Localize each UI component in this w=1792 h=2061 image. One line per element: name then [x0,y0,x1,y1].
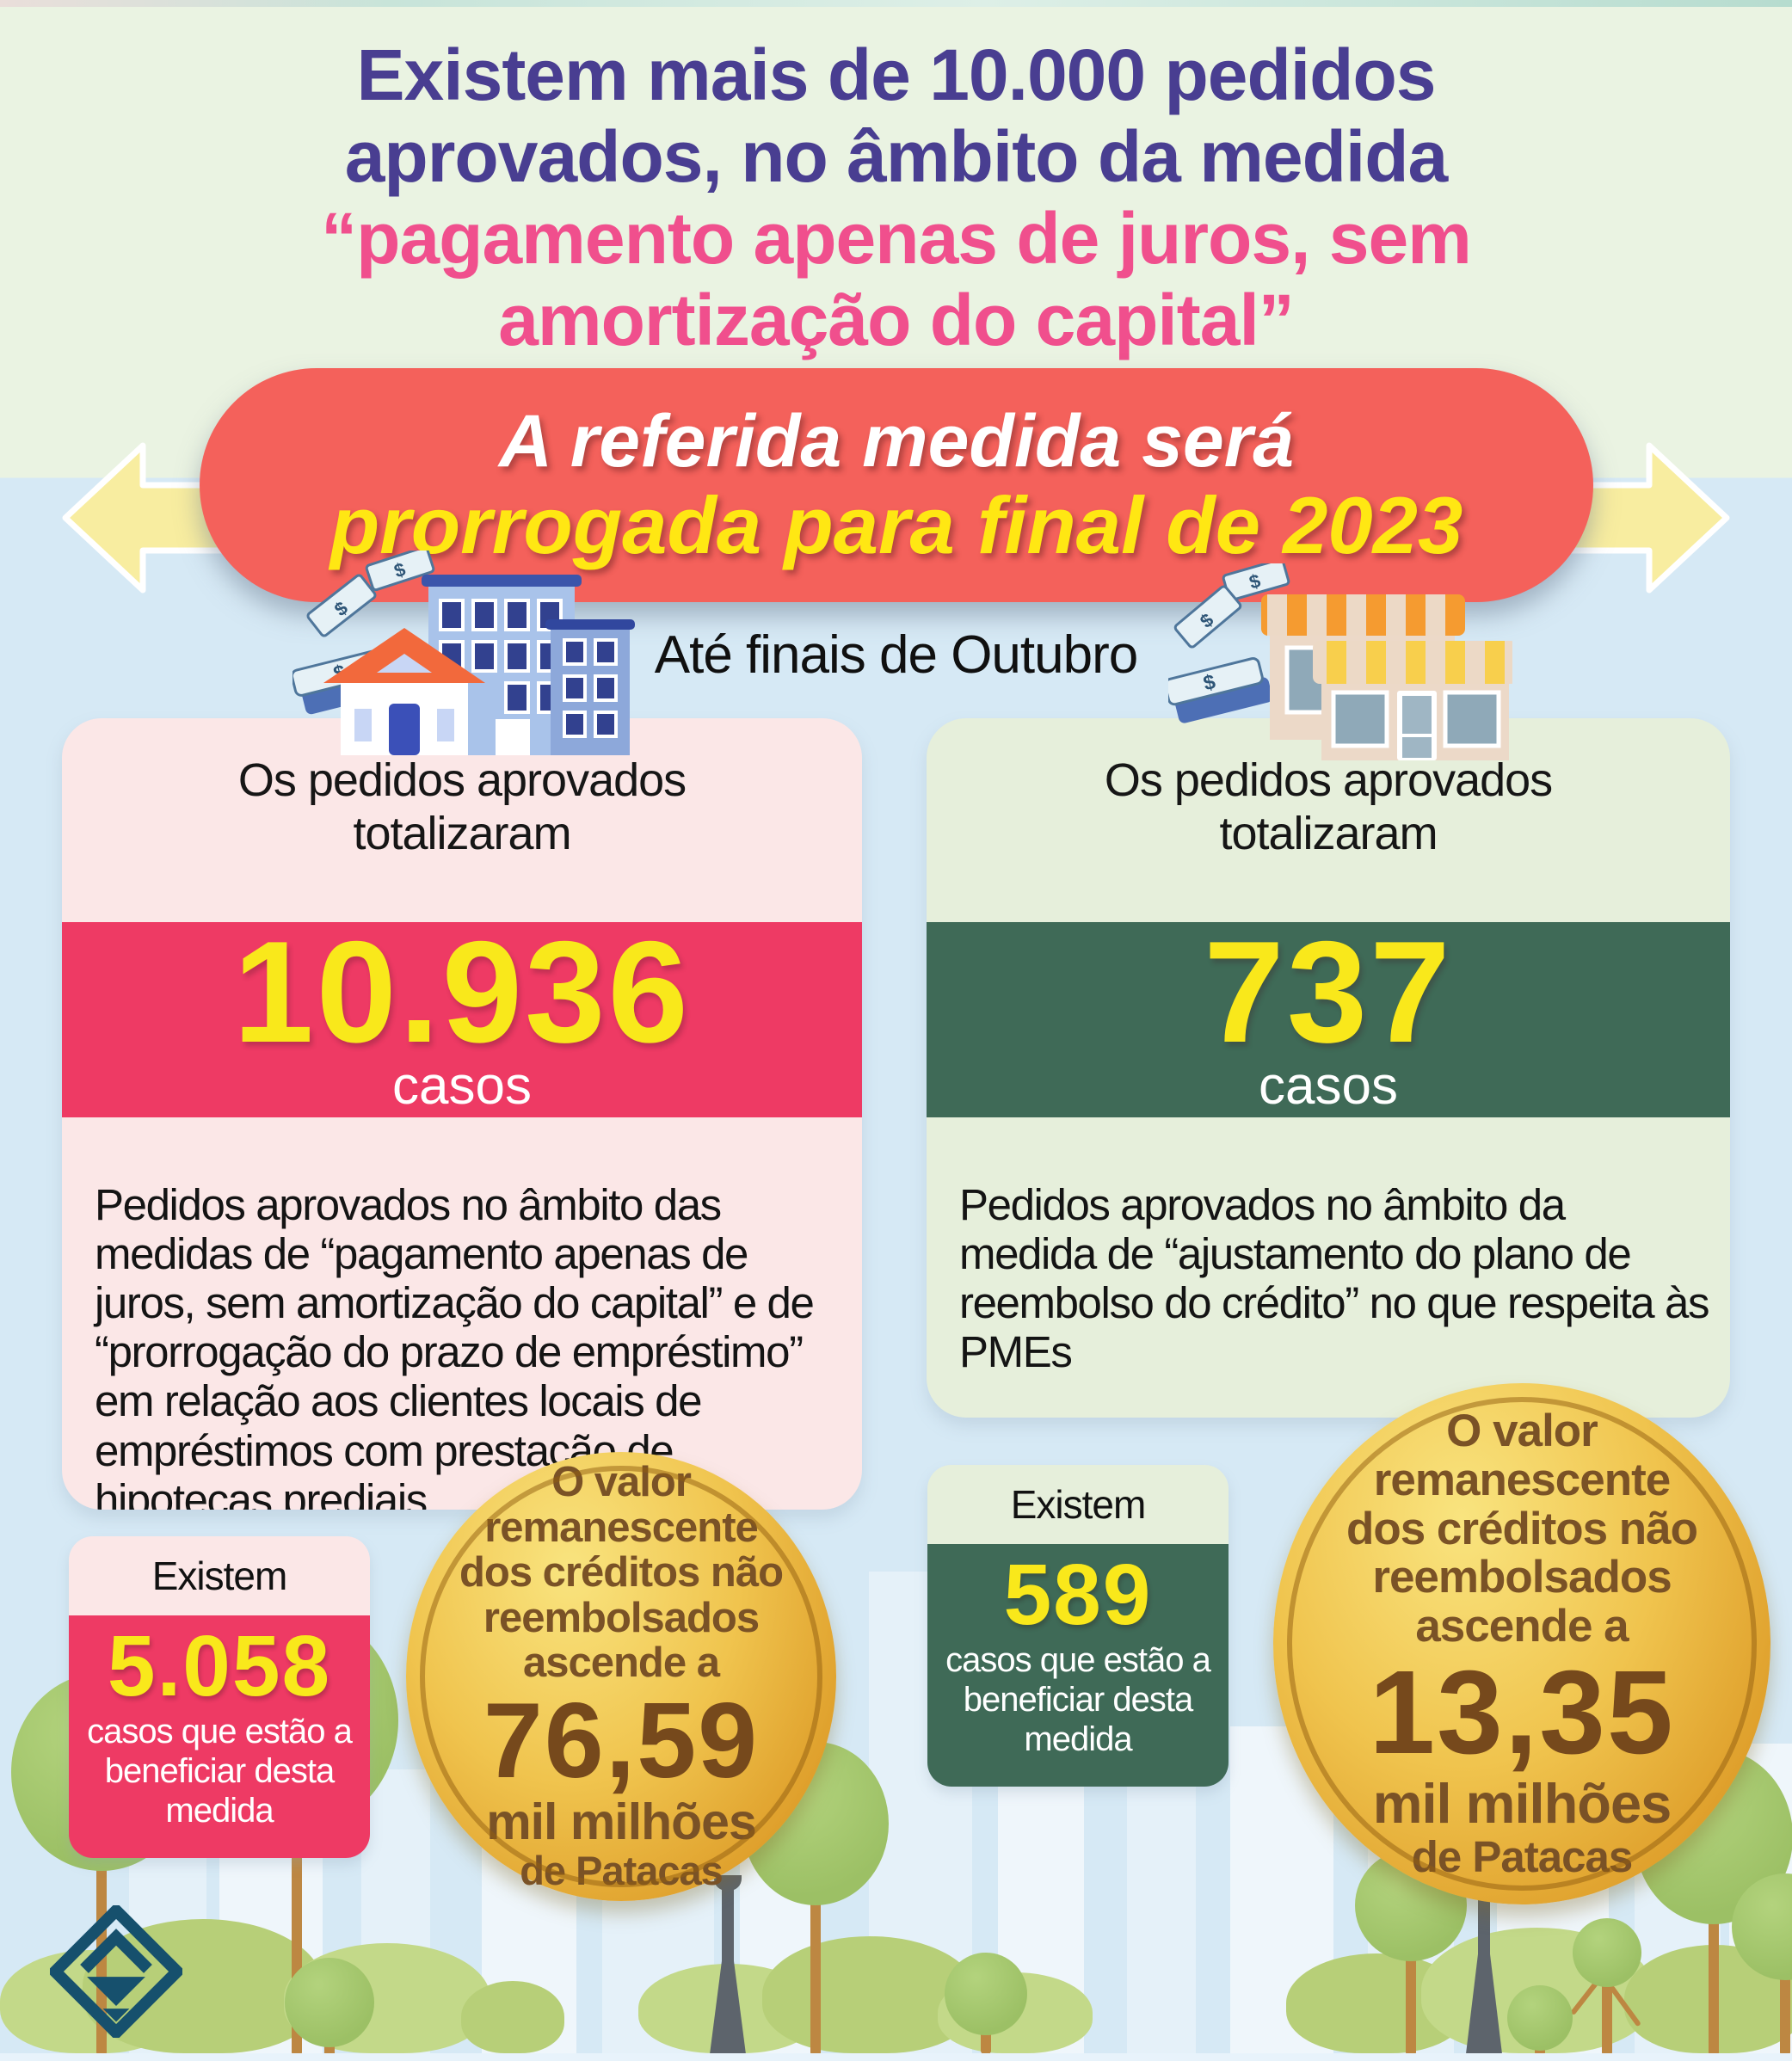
benefit-box-mortgage: Existem 5.058 casos que estão a benefici… [69,1536,370,1858]
banner-line-1: A referida medida será [498,399,1295,483]
card-description: Pedidos aprovados no âmbito das medidas … [95,1180,815,1510]
coin-text-line: ascende a [1415,1600,1629,1652]
coin-amount: 13,35 [1369,1646,1675,1779]
coin-text-line: remanescente [484,1504,759,1551]
benefit-label: Existem [69,1536,370,1615]
tree [1507,1985,1573,2056]
bottom-border-strip [0,2053,1792,2061]
street-lamp [702,1875,754,2061]
house-buildings-illustration: $ $ $ [293,551,635,755]
tree [1732,1873,1792,2056]
coin-unit-bold: mil milhões [486,1793,757,1851]
benefit-text: casos que estão a beneficiar desta medid… [945,1641,1211,1758]
coin-unit: de Patacas [520,1847,724,1893]
coin-unit: de Patacas [1411,1831,1634,1881]
total-band: 10.936 casos [62,910,862,1117]
card-description: Pedidos aprovados no âmbito da medida de… [959,1180,1709,1377]
title-line-1: Existem mais de 10.000 pedidos [356,34,1437,115]
total-unit: casos [392,1056,532,1117]
amcm-logo [50,1905,182,2038]
banner-line-2: prorrogada para final de 2023 [329,479,1463,570]
total-unit: casos [1259,1056,1398,1117]
card-heading: Os pedidos aprovados totalizaram [62,754,862,860]
benefit-text: casos que estão a beneficiar desta medid… [87,1713,353,1830]
title-line-3: “pagamento apenas de juros, sem [321,197,1472,279]
shops-illustration: $ $ $ [1168,563,1512,760]
title-line-4: amortização do capital” [498,279,1295,360]
card-heading-line-1: Os pedidos aprovados [237,754,687,806]
benefit-label: Existem [927,1465,1229,1544]
top-border-strip [0,0,1792,7]
page-title: Existem mais de 10.000 pedidos aprovados… [0,34,1792,361]
bush [461,1981,564,2053]
subtitle: Até finais de Outubro [654,625,1138,685]
sme-measure-card: Os pedidos aprovados totalizaram 737 cas… [927,718,1730,1418]
coin-text-line: ascende a [523,1640,720,1687]
benefit-number: 589 [1003,1547,1153,1643]
gold-coin-mortgage-value: O valor remanescente dos créditos não re… [406,1452,836,1901]
tree [285,1958,374,2061]
coin-text-line: reembolsados [483,1594,760,1641]
total-number: 10.936 [233,910,691,1073]
total-band: 737 casos [927,910,1730,1117]
tree [945,1953,1027,2054]
card-heading-line-2: totalizaram [353,807,571,859]
total-number: 737 [1204,910,1453,1073]
card-heading-line-1: Os pedidos aprovados [1104,754,1553,806]
card-heading: Os pedidos aprovados totalizaram [927,754,1730,860]
coin-text-line: dos créditos não [1346,1503,1698,1554]
gold-coin-sme-value: O valor remanescente dos créditos não re… [1273,1383,1770,1904]
mortgage-measure-card: Os pedidos aprovados totalizaram 10.936 … [62,718,862,1510]
tree [1573,1918,1641,2056]
card-heading-line-2: totalizaram [1219,807,1438,859]
coin-unit-bold: mil milhões [1372,1772,1672,1836]
coin-amount: 76,59 [483,1681,760,1800]
coin-text-line: reembolsados [1372,1552,1672,1603]
bush [762,1936,977,2053]
title-line-2: aprovados, no âmbito da medida [344,115,1449,197]
coin-text-line: dos créditos não [459,1549,784,1597]
benefit-number: 5.058 [107,1618,332,1714]
coin-text-line: O valor [551,1459,692,1506]
benefit-box-sme: Existem 589 casos que estão a beneficiar… [927,1465,1229,1787]
coin-text-line: O valor [1446,1406,1598,1457]
coin-text-line: remanescente [1373,1454,1671,1505]
